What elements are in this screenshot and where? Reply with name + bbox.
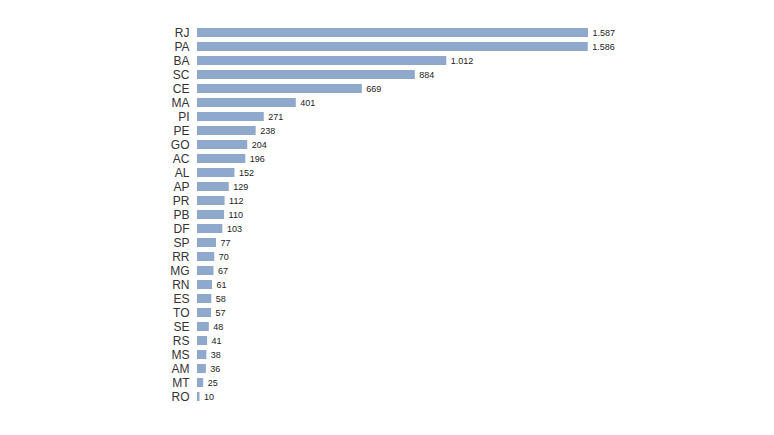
svg-text:669: 669 xyxy=(366,84,381,94)
svg-text:77: 77 xyxy=(220,238,230,248)
svg-text:152: 152 xyxy=(239,168,254,178)
svg-text:10: 10 xyxy=(204,392,214,402)
svg-text:PE: PE xyxy=(173,124,189,138)
svg-text:196: 196 xyxy=(250,154,265,164)
svg-text:MT: MT xyxy=(172,376,190,390)
svg-text:DF: DF xyxy=(174,222,190,236)
svg-text:1.586: 1.586 xyxy=(592,42,615,52)
svg-text:AL: AL xyxy=(175,166,190,180)
svg-text:67: 67 xyxy=(218,266,228,276)
svg-text:38: 38 xyxy=(211,350,221,360)
svg-text:110: 110 xyxy=(229,210,243,220)
svg-text:TO: TO xyxy=(173,306,189,320)
svg-text:AP: AP xyxy=(173,180,189,194)
svg-text:112: 112 xyxy=(229,196,243,206)
svg-text:204: 204 xyxy=(252,140,267,150)
svg-text:RJ: RJ xyxy=(175,26,190,40)
svg-text:41: 41 xyxy=(212,336,222,346)
svg-text:AM: AM xyxy=(172,362,190,376)
svg-text:SP: SP xyxy=(173,236,189,250)
svg-text:57: 57 xyxy=(216,308,226,318)
svg-text:PI: PI xyxy=(178,110,189,124)
svg-text:401: 401 xyxy=(300,98,315,108)
svg-text:GO: GO xyxy=(171,138,190,152)
svg-text:129: 129 xyxy=(233,182,248,192)
svg-text:RR: RR xyxy=(172,250,190,264)
svg-text:SE: SE xyxy=(173,320,189,334)
svg-text:238: 238 xyxy=(260,126,275,136)
svg-text:271: 271 xyxy=(268,112,283,122)
svg-text:884: 884 xyxy=(419,70,434,80)
svg-text:BA: BA xyxy=(173,54,189,68)
svg-text:ES: ES xyxy=(173,292,189,306)
svg-text:RN: RN xyxy=(172,278,189,292)
svg-text:103: 103 xyxy=(227,224,242,234)
svg-text:RS: RS xyxy=(173,334,190,348)
svg-text:PR: PR xyxy=(173,194,190,208)
svg-text:PB: PB xyxy=(173,208,189,222)
svg-text:70: 70 xyxy=(219,252,229,262)
svg-text:AC: AC xyxy=(173,152,190,166)
svg-text:RO: RO xyxy=(172,390,190,404)
svg-text:SC: SC xyxy=(173,68,190,82)
svg-text:1.587: 1.587 xyxy=(593,28,616,38)
svg-text:CE: CE xyxy=(173,82,190,96)
svg-text:58: 58 xyxy=(216,294,226,304)
svg-text:25: 25 xyxy=(208,378,218,388)
svg-text:MG: MG xyxy=(170,264,189,278)
svg-text:1.012: 1.012 xyxy=(451,56,474,66)
svg-text:PA: PA xyxy=(174,40,189,54)
svg-text:36: 36 xyxy=(210,364,220,374)
svg-text:MA: MA xyxy=(172,96,190,110)
svg-text:61: 61 xyxy=(217,280,227,290)
svg-text:48: 48 xyxy=(213,322,223,332)
svg-text:MS: MS xyxy=(172,348,190,362)
